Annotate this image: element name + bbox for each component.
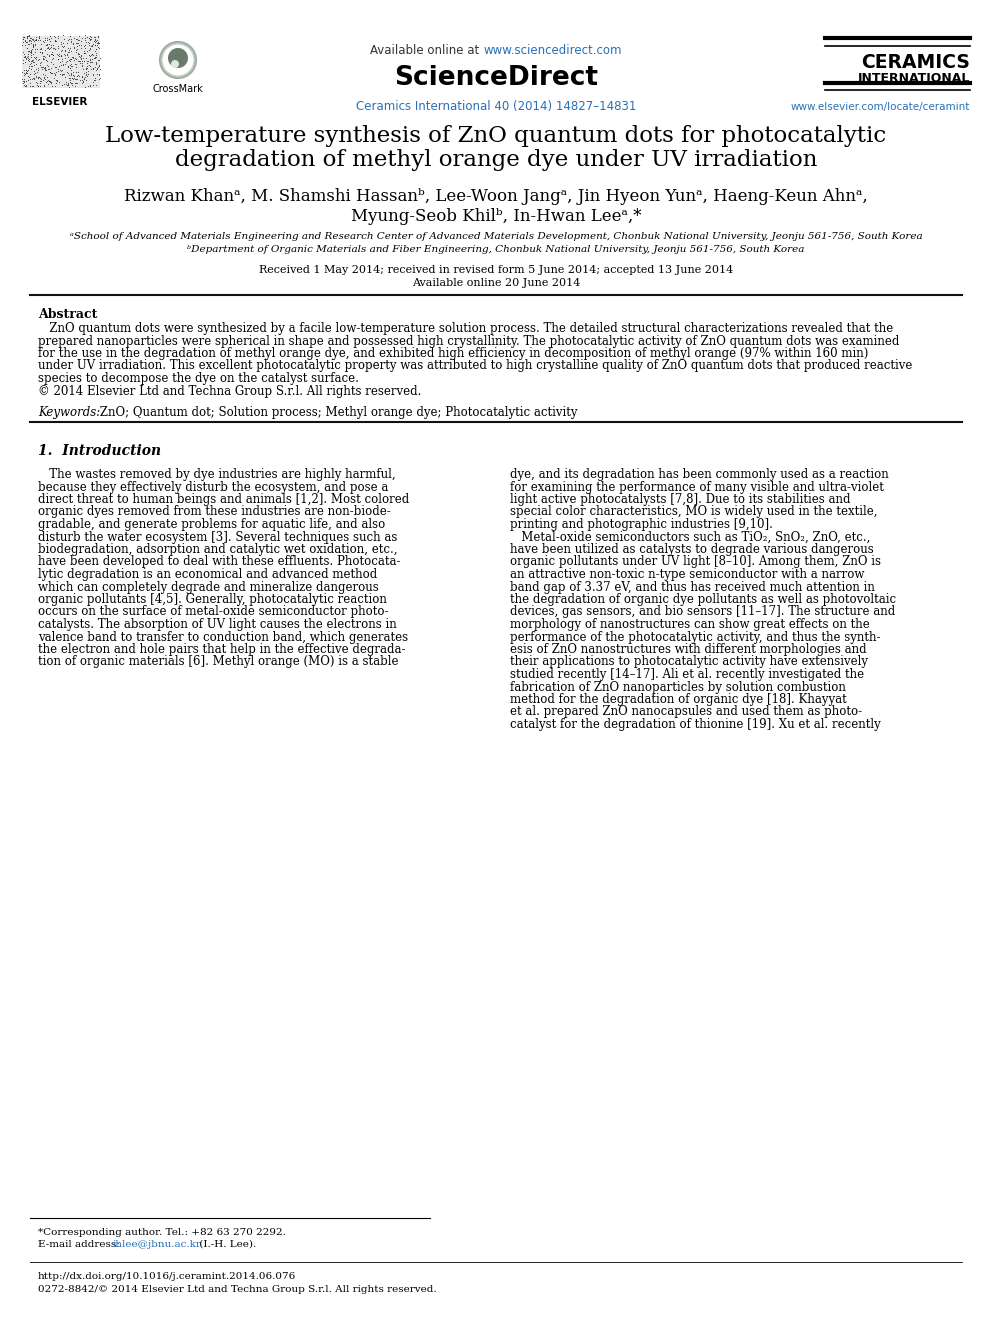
Text: Abstract: Abstract: [38, 308, 97, 321]
Text: ELSEVIER: ELSEVIER: [33, 97, 87, 107]
Text: because they effectively disturb the ecosystem, and pose a: because they effectively disturb the eco…: [38, 480, 389, 493]
Text: CrossMark: CrossMark: [153, 83, 203, 94]
Text: 0272-8842/© 2014 Elsevier Ltd and Techna Group S.r.l. All rights reserved.: 0272-8842/© 2014 Elsevier Ltd and Techna…: [38, 1285, 436, 1294]
Text: CERAMICS: CERAMICS: [861, 53, 970, 71]
Text: which can completely degrade and mineralize dangerous: which can completely degrade and mineral…: [38, 581, 379, 594]
Text: http://dx.doi.org/10.1016/j.ceramint.2014.06.076: http://dx.doi.org/10.1016/j.ceramint.201…: [38, 1271, 297, 1281]
Text: ZnO; Quantum dot; Solution process; Methyl orange dye; Photocatalytic activity: ZnO; Quantum dot; Solution process; Meth…: [96, 406, 577, 419]
Text: band gap of 3.37 eV, and thus has received much attention in: band gap of 3.37 eV, and thus has receiv…: [510, 581, 875, 594]
Text: Low-temperature synthesis of ZnO quantum dots for photocatalytic: Low-temperature synthesis of ZnO quantum…: [105, 124, 887, 147]
Text: an attractive non-toxic n-type semiconductor with a narrow: an attractive non-toxic n-type semicondu…: [510, 568, 864, 581]
Text: INTERNATIONAL: INTERNATIONAL: [858, 71, 970, 85]
Text: under UV irradiation. This excellent photocatalytic property was attributed to h: under UV irradiation. This excellent pho…: [38, 360, 913, 373]
Text: for examining the performance of many visible and ultra-violet: for examining the performance of many vi…: [510, 480, 884, 493]
Text: E-mail address:: E-mail address:: [38, 1240, 123, 1249]
Text: disturb the water ecosystem [3]. Several techniques such as: disturb the water ecosystem [3]. Several…: [38, 531, 398, 544]
Text: prepared nanoparticles were spherical in shape and possessed high crystallinity.: prepared nanoparticles were spherical in…: [38, 335, 900, 348]
Text: the degradation of organic dye pollutants as well as photovoltaic: the degradation of organic dye pollutant…: [510, 593, 896, 606]
Text: © 2014 Elsevier Ltd and Techna Group S.r.l. All rights reserved.: © 2014 Elsevier Ltd and Techna Group S.r…: [38, 385, 422, 397]
Text: *Corresponding author. Tel.: +82 63 270 2292.: *Corresponding author. Tel.: +82 63 270 …: [38, 1228, 286, 1237]
Text: degradation of methyl orange dye under UV irradiation: degradation of methyl orange dye under U…: [175, 149, 817, 171]
Text: organic dyes removed from these industries are non-biode-: organic dyes removed from these industri…: [38, 505, 391, 519]
Text: et al. prepared ZnO nanocapsules and used them as photo-: et al. prepared ZnO nanocapsules and use…: [510, 705, 862, 718]
Text: for the use in the degradation of methyl orange dye, and exhibited high efficien: for the use in the degradation of methyl…: [38, 347, 868, 360]
Text: species to decompose the dye on the catalyst surface.: species to decompose the dye on the cata…: [38, 372, 359, 385]
Text: morphology of nanostructures can show great effects on the: morphology of nanostructures can show gr…: [510, 618, 870, 631]
Text: valence band to transfer to conduction band, which generates: valence band to transfer to conduction b…: [38, 631, 408, 643]
Text: ScienceDirect: ScienceDirect: [394, 65, 598, 91]
Text: have been utilized as catalysts to degrade various dangerous: have been utilized as catalysts to degra…: [510, 542, 874, 556]
Text: method for the degradation of organic dye [18]. Khayyat: method for the degradation of organic dy…: [510, 693, 847, 706]
Text: Ceramics International 40 (2014) 14827–14831: Ceramics International 40 (2014) 14827–1…: [356, 101, 636, 112]
Text: the electron and hole pairs that help in the effective degrada-: the electron and hole pairs that help in…: [38, 643, 406, 656]
Text: The wastes removed by dye industries are highly harmful,: The wastes removed by dye industries are…: [38, 468, 396, 482]
Text: 1.  Introduction: 1. Introduction: [38, 445, 161, 458]
Text: direct threat to human beings and animals [1,2]. Most colored: direct threat to human beings and animal…: [38, 493, 410, 505]
Text: biodegradation, adsorption and catalytic wet oxidation, etc.,: biodegradation, adsorption and catalytic…: [38, 542, 398, 556]
Text: occurs on the surface of metal-oxide semiconductor photo-: occurs on the surface of metal-oxide sem…: [38, 606, 389, 618]
Text: light active photocatalysts [7,8]. Due to its stabilities and: light active photocatalysts [7,8]. Due t…: [510, 493, 850, 505]
Circle shape: [168, 48, 188, 67]
Text: organic pollutants under UV light [8–10]. Among them, ZnO is: organic pollutants under UV light [8–10]…: [510, 556, 881, 569]
Text: organic pollutants [4,5]. Generally, photocatalytic reaction: organic pollutants [4,5]. Generally, pho…: [38, 593, 387, 606]
Text: Rizwan Khanᵃ, M. Shamshi Hassanᵇ, Lee-Woon Jangᵃ, Jin Hyeon Yunᵃ, Haeng-Keun Ahn: Rizwan Khanᵃ, M. Shamshi Hassanᵇ, Lee-Wo…: [124, 188, 868, 205]
Text: ihlee@jbnu.ac.kr: ihlee@jbnu.ac.kr: [113, 1240, 202, 1249]
Text: have been developed to deal with these effluents. Photocata-: have been developed to deal with these e…: [38, 556, 401, 569]
Text: esis of ZnO nanostructures with different morphologies and: esis of ZnO nanostructures with differen…: [510, 643, 867, 656]
Text: Myung-Seob Khilᵇ, In-Hwan Leeᵃ,*: Myung-Seob Khilᵇ, In-Hwan Leeᵃ,*: [351, 208, 641, 225]
Text: Available online 20 June 2014: Available online 20 June 2014: [412, 278, 580, 288]
Text: Available online at: Available online at: [370, 44, 483, 57]
Text: printing and photographic industries [9,10].: printing and photographic industries [9,…: [510, 519, 773, 531]
Text: Received 1 May 2014; received in revised form 5 June 2014; accepted 13 June 2014: Received 1 May 2014; received in revised…: [259, 265, 733, 275]
Text: Metal-oxide semiconductors such as TiO₂, SnO₂, ZnO, etc.,: Metal-oxide semiconductors such as TiO₂,…: [510, 531, 870, 544]
Text: tion of organic materials [6]. Methyl orange (MO) is a stable: tion of organic materials [6]. Methyl or…: [38, 655, 399, 668]
Text: ZnO quantum dots were synthesized by a facile low-temperature solution process. : ZnO quantum dots were synthesized by a f…: [38, 321, 893, 335]
Text: www.sciencedirect.com: www.sciencedirect.com: [484, 44, 623, 57]
Text: performance of the photocatalytic activity, and thus the synth-: performance of the photocatalytic activi…: [510, 631, 881, 643]
Text: ᵃSchool of Advanced Materials Engineering and Research Center of Advanced Materi: ᵃSchool of Advanced Materials Engineerin…: [69, 232, 923, 241]
Text: catalyst for the degradation of thionine [19]. Xu et al. recently: catalyst for the degradation of thionine…: [510, 718, 881, 732]
Text: studied recently [14–17]. Ali et al. recently investigated the: studied recently [14–17]. Ali et al. rec…: [510, 668, 864, 681]
Text: fabrication of ZnO nanoparticles by solution combustion: fabrication of ZnO nanoparticles by solu…: [510, 680, 846, 693]
Text: special color characteristics, MO is widely used in the textile,: special color characteristics, MO is wid…: [510, 505, 878, 519]
Circle shape: [171, 60, 179, 67]
Text: devices, gas sensors, and bio sensors [11–17]. The structure and: devices, gas sensors, and bio sensors [1…: [510, 606, 895, 618]
Text: catalysts. The absorption of UV light causes the electrons in: catalysts. The absorption of UV light ca…: [38, 618, 397, 631]
Text: Keywords:: Keywords:: [38, 406, 100, 419]
Text: their applications to photocatalytic activity have extensively: their applications to photocatalytic act…: [510, 655, 868, 668]
Text: lytic degradation is an economical and advanced method: lytic degradation is an economical and a…: [38, 568, 377, 581]
Bar: [22, 36, 100, 89]
Text: (I.-H. Lee).: (I.-H. Lee).: [196, 1240, 256, 1249]
Text: www.elsevier.com/locate/ceramint: www.elsevier.com/locate/ceramint: [791, 102, 970, 112]
Text: ᵇDepartment of Organic Materials and Fiber Engineering, Chonbuk National Univers: ᵇDepartment of Organic Materials and Fib…: [187, 245, 805, 254]
Text: dye, and its degradation has been commonly used as a reaction: dye, and its degradation has been common…: [510, 468, 889, 482]
Text: gradable, and generate problems for aquatic life, and also: gradable, and generate problems for aqua…: [38, 519, 385, 531]
